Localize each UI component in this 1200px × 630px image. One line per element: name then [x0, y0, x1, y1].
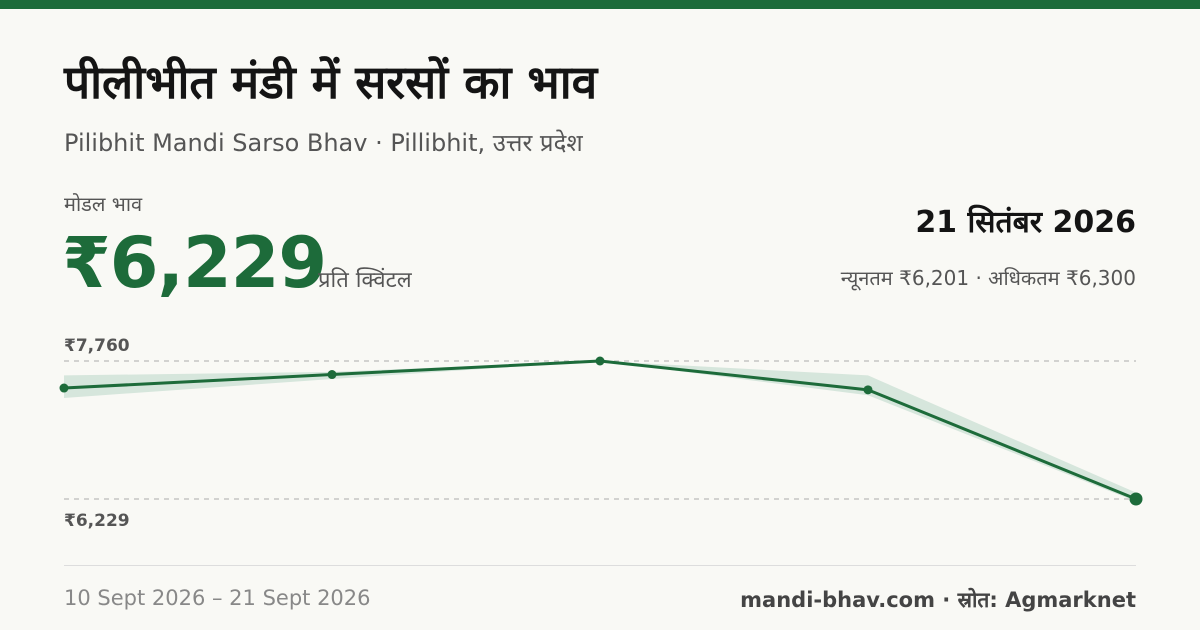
price-unit: प्रति क्विंटल: [318, 268, 412, 293]
modal-price-value: ₹6,229: [62, 222, 327, 304]
top-accent-bar: [0, 0, 1200, 9]
page-title: पीलीभीत मंडी में सरसों का भाव: [64, 55, 598, 109]
y-tick-label: ₹6,229: [64, 511, 130, 531]
data-point: [327, 370, 337, 380]
data-point: [59, 383, 69, 393]
date-period: 10 Sept 2026 – 21 Sept 2026: [64, 586, 371, 610]
price-date: 21 सितंबर 2026: [915, 205, 1136, 240]
page-subtitle: Pilibhit Mandi Sarso Bhav · Pillibhit, उ…: [64, 129, 583, 157]
footer-divider: [64, 565, 1136, 566]
source-credit: mandi-bhav.com · स्रोत: Agmarknet: [740, 588, 1136, 612]
data-point: [863, 385, 873, 395]
modal-price-label: मोडल भाव: [64, 192, 143, 216]
y-tick-label: ₹7,760: [64, 336, 130, 356]
price-range: न्यूनतम ₹6,201 · अधिकतम ₹6,300: [840, 266, 1136, 290]
data-point: [1129, 492, 1143, 506]
min-max-band: [64, 361, 1136, 502]
data-point: [595, 356, 605, 366]
